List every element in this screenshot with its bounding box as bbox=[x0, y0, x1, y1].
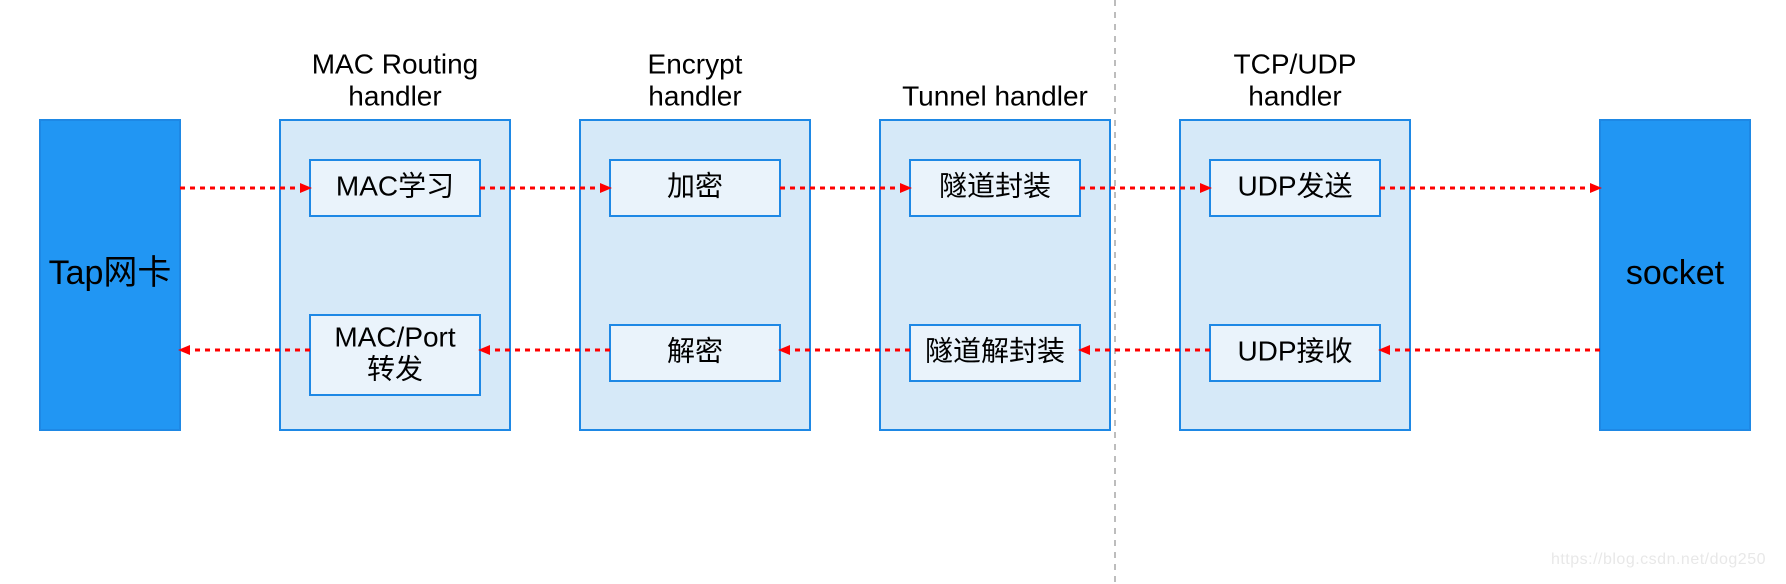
encrypt-bottom-label: 解密 bbox=[667, 335, 723, 366]
tunnel-bottom-label: 隧道解封装 bbox=[925, 335, 1065, 366]
encrypt-handler-title: Encrypt bbox=[648, 48, 743, 79]
mac-top-label: MAC学习 bbox=[336, 170, 454, 201]
udp-top-label: UDP发送 bbox=[1237, 170, 1352, 201]
watermark: https://blog.csdn.net/dog250 bbox=[1551, 551, 1766, 569]
tap-nic-label: Tap网卡 bbox=[49, 254, 172, 292]
encrypt-handler-title: handler bbox=[648, 80, 741, 111]
udp-handler-title: handler bbox=[1248, 80, 1341, 111]
udp-bottom-label: UDP接收 bbox=[1237, 335, 1352, 366]
socket-label: socket bbox=[1626, 254, 1725, 292]
pipeline-diagram: MAC学习 MAC/Port转发 加密解密 隧道封装隧道解封装 UDP发送 UDP接收 T… bbox=[0, 0, 1786, 584]
udp-handler-title: TCP/UDP bbox=[1234, 48, 1357, 79]
mac-handler-title: MAC Routing bbox=[312, 48, 479, 79]
mac-handler-title: handler bbox=[348, 80, 441, 111]
mac-bottom-label: MAC/Port bbox=[334, 321, 456, 352]
mac-bottom-label: 转发 bbox=[367, 353, 423, 384]
tunnel-top-label: 隧道封装 bbox=[939, 170, 1051, 201]
encrypt-top-label: 加密 bbox=[667, 170, 723, 201]
tunnel-handler-title: Tunnel handler bbox=[902, 80, 1088, 111]
